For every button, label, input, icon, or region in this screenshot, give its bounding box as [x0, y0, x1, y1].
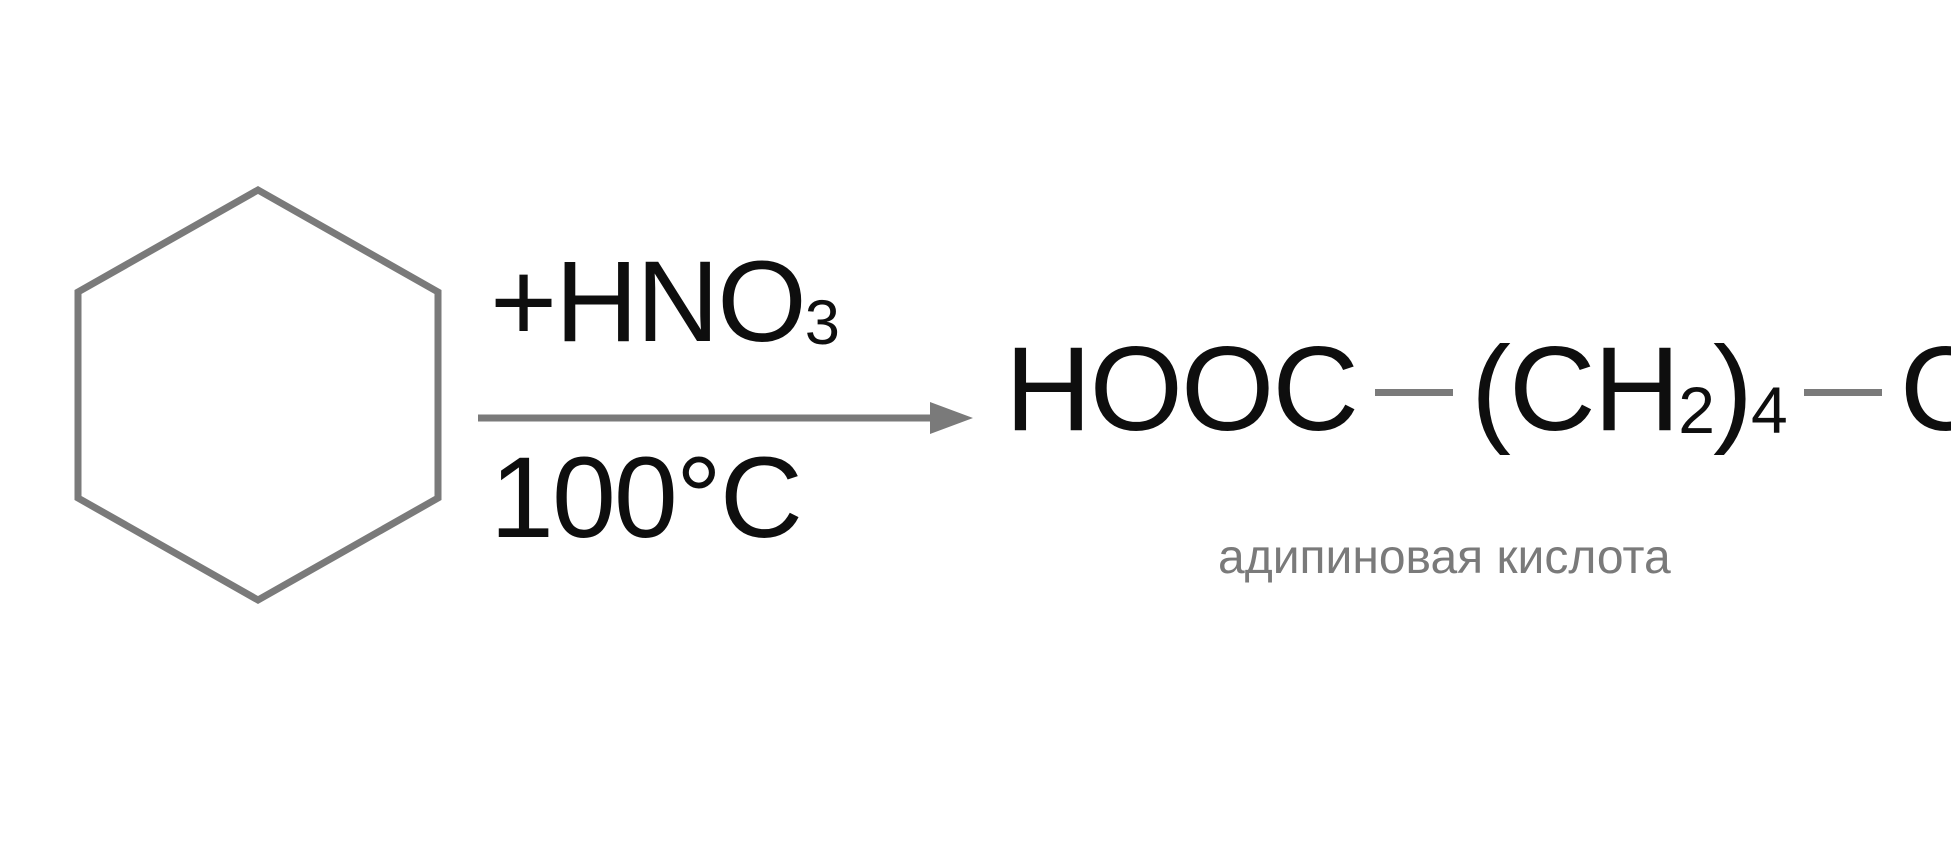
formula-mid-close: ): [1713, 322, 1751, 456]
formula-sub2: 4: [1751, 373, 1786, 447]
reactant-hexagon: [68, 180, 448, 610]
formula-post: COOH: [1900, 322, 1951, 456]
formula-pre: HOOC: [1005, 322, 1357, 456]
product-label: адипиновая кислота: [1218, 530, 1671, 585]
reagent-top: +HNO3: [490, 236, 838, 368]
formula-mid-open: (CH: [1471, 322, 1678, 456]
reagent-formula: HNO: [555, 238, 805, 366]
plus-sign: +: [490, 238, 555, 366]
formula-sub1: 2: [1678, 373, 1713, 447]
reaction-diagram: +HNO3 100°C HOOC (CH2)4 COOH адипиновая ки…: [0, 0, 1951, 849]
bond-2: [1804, 389, 1882, 396]
reagent-bottom: 100°C: [490, 432, 801, 564]
product-formula: HOOC (CH2)4 COOH: [1005, 320, 1951, 458]
reagent-subscript: 3: [805, 288, 838, 358]
bond-1: [1375, 389, 1453, 396]
